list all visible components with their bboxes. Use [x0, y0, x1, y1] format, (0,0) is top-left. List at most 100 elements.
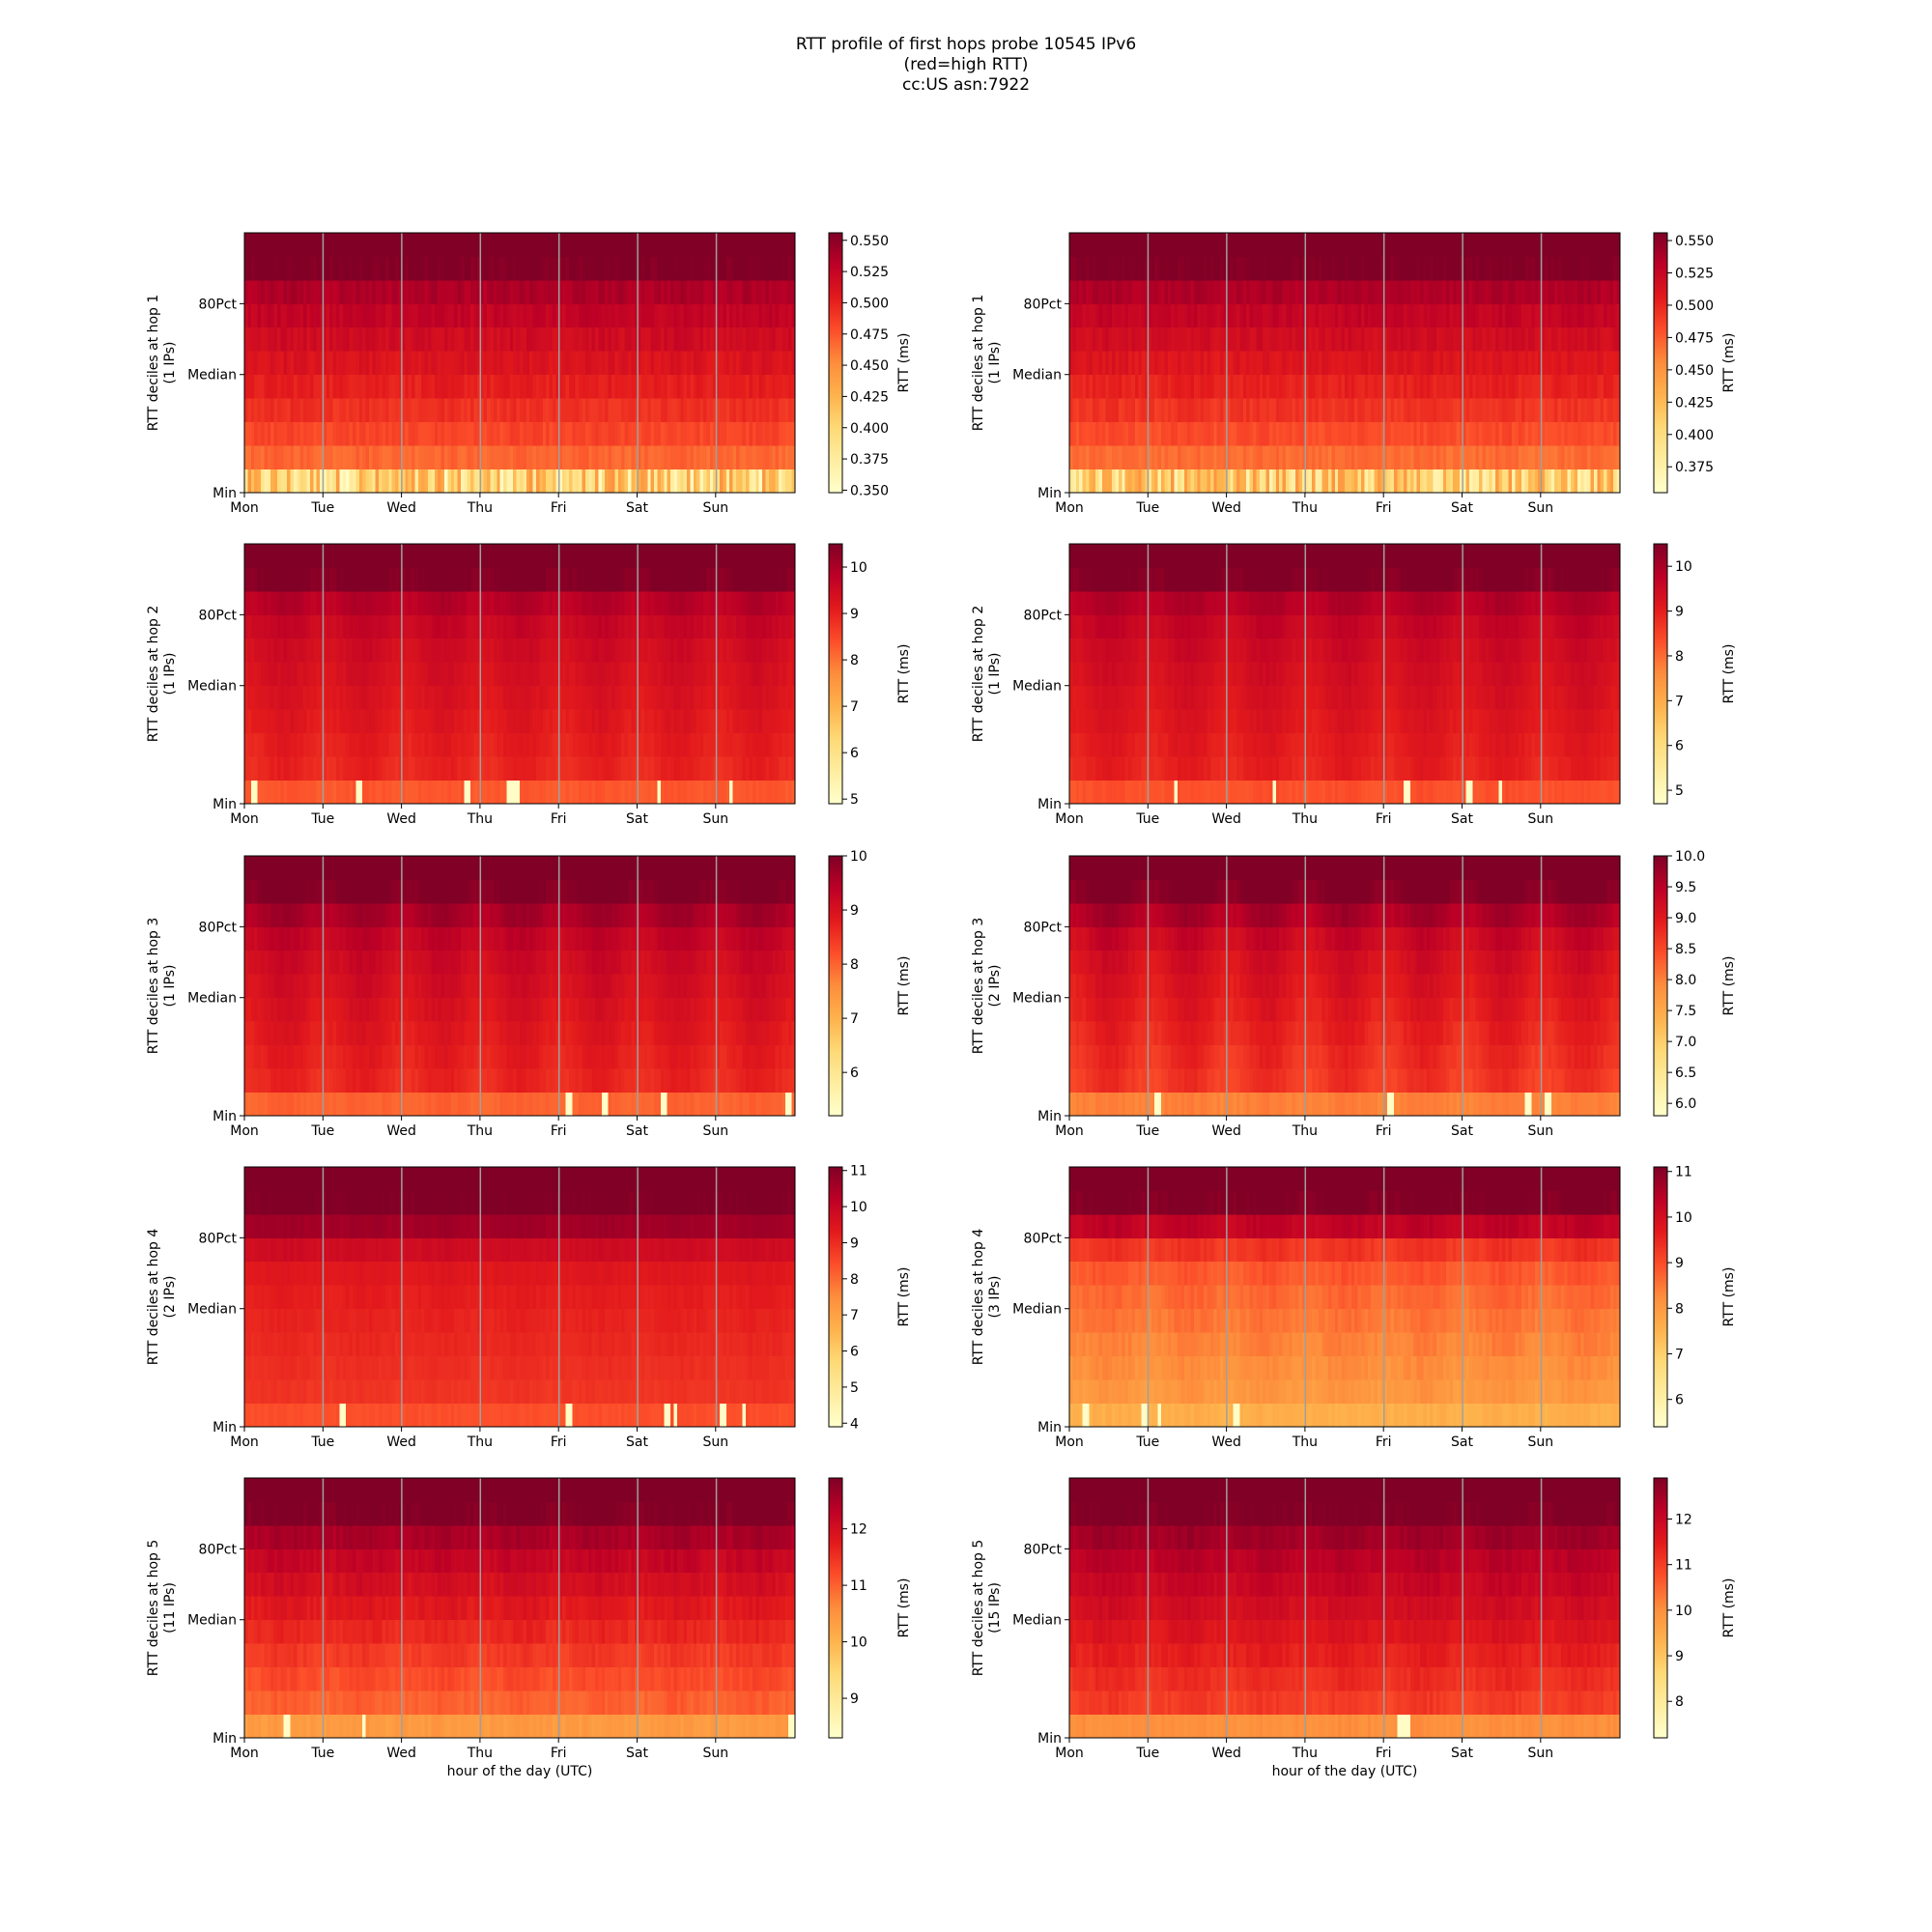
heatmap-cell	[417, 709, 422, 734]
heatmap-cell	[1564, 398, 1569, 423]
heatmap-cell	[408, 398, 412, 423]
heatmap-cell	[1072, 303, 1077, 328]
heatmap-cell	[509, 327, 514, 352]
heatmap-cell	[775, 662, 780, 687]
heatmap-cell	[384, 374, 389, 399]
heatmap-cell	[1285, 469, 1290, 494]
heatmap-cell	[1324, 256, 1329, 281]
heatmap-cell	[1360, 279, 1365, 304]
heatmap-cell	[1485, 445, 1490, 469]
heatmap-cell	[480, 327, 485, 352]
heatmap-cell	[1498, 374, 1503, 399]
heatmap-cell	[791, 469, 796, 494]
heatmap-cell	[638, 756, 641, 781]
heatmap-cell	[1367, 351, 1372, 376]
heatmap-cell	[257, 614, 262, 639]
heatmap-cell	[621, 233, 625, 257]
heatmap-cell	[1298, 445, 1303, 469]
heatmap-cell	[1459, 351, 1463, 376]
heatmap-cell	[788, 421, 792, 446]
heatmap-cell	[723, 685, 727, 710]
heatmap-cell	[358, 709, 363, 734]
heatmap-cell	[257, 732, 262, 757]
heatmap-cell	[1253, 303, 1257, 328]
heatmap-cell	[680, 732, 685, 757]
heatmap-cell	[375, 233, 380, 257]
heatmap-cell	[1416, 256, 1421, 281]
heatmap-cell	[791, 279, 796, 304]
heatmap-cell	[1305, 469, 1310, 494]
heatmap-cell	[532, 732, 537, 757]
heatmap-cell	[772, 398, 777, 423]
heatmap-cell	[473, 469, 478, 494]
heatmap-cell	[617, 780, 622, 805]
heatmap-cell	[719, 327, 724, 352]
heatmap-cell	[1220, 469, 1224, 494]
heatmap-cell	[1151, 233, 1155, 257]
heatmap-cell	[1122, 279, 1126, 304]
heatmap-cell	[1295, 469, 1299, 494]
heatmap-cell	[709, 638, 714, 663]
heatmap-cell	[1482, 398, 1487, 423]
colorbar-tick-label: 0.400	[850, 421, 889, 437]
heatmap-cell	[1345, 327, 1349, 352]
heatmap-cell	[1501, 233, 1506, 257]
heatmap-cell	[572, 233, 577, 257]
heatmap-cell	[1468, 421, 1473, 446]
heatmap-cell	[617, 303, 622, 328]
heatmap-cell	[621, 279, 625, 304]
heatmap-cell	[487, 351, 491, 376]
heatmap-cell	[349, 351, 354, 376]
heatmap-cell	[719, 421, 724, 446]
heatmap-cell	[1354, 374, 1358, 399]
heatmap-cell	[650, 638, 655, 663]
heatmap-cell	[1318, 398, 1322, 423]
heatmap-cell	[1475, 279, 1480, 304]
heatmap-cell	[454, 780, 458, 805]
heatmap-cell	[1079, 279, 1083, 304]
heatmap-cell	[1338, 398, 1342, 423]
heatmap-cell	[309, 732, 314, 757]
heatmap-cell	[470, 351, 474, 376]
heatmap-cell	[690, 351, 695, 376]
heatmap-cell	[408, 685, 412, 710]
heatmap-cell	[1108, 351, 1113, 376]
heatmap-cell	[1521, 303, 1525, 328]
heatmap-cell	[654, 374, 658, 399]
heatmap-cell	[332, 233, 337, 257]
heatmap-cell	[313, 732, 318, 757]
heatmap-cell	[1400, 469, 1405, 494]
heatmap-cell	[244, 398, 248, 423]
heatmap-cell	[520, 638, 524, 663]
heatmap-cell	[424, 233, 429, 257]
heatmap-cell	[440, 685, 445, 710]
heatmap-cell	[480, 732, 485, 757]
heatmap-cell	[1604, 327, 1607, 352]
heatmap-cell	[490, 732, 495, 757]
heatmap-cell	[1416, 445, 1421, 469]
heatmap-cell	[539, 279, 544, 304]
heatmap-cell	[1577, 374, 1581, 399]
heatmap-cell	[1312, 398, 1316, 423]
heatmap-cell	[762, 374, 766, 399]
heatmap-cell	[1567, 445, 1572, 469]
heatmap-cell	[1406, 445, 1411, 469]
heatmap-cell	[568, 709, 573, 734]
heatmap-cell	[749, 732, 753, 757]
heatmap-cell	[1404, 374, 1407, 399]
heatmap-cell	[657, 780, 662, 805]
heatmap-cell	[438, 303, 441, 328]
heatmap-cell	[1204, 303, 1208, 328]
heatmap-cell	[732, 421, 737, 446]
heatmap-cell	[503, 756, 507, 781]
heatmap-cell	[290, 233, 295, 257]
heatmap-cell	[395, 662, 399, 687]
heatmap-cell	[755, 445, 760, 469]
heatmap-cell	[395, 327, 399, 352]
heatmap-cell	[575, 374, 580, 399]
heatmap-cell	[546, 469, 550, 494]
heatmap-cell	[273, 398, 278, 423]
heatmap-cell	[313, 279, 318, 304]
heatmap-cell	[565, 780, 570, 805]
heatmap-cell	[729, 233, 733, 257]
